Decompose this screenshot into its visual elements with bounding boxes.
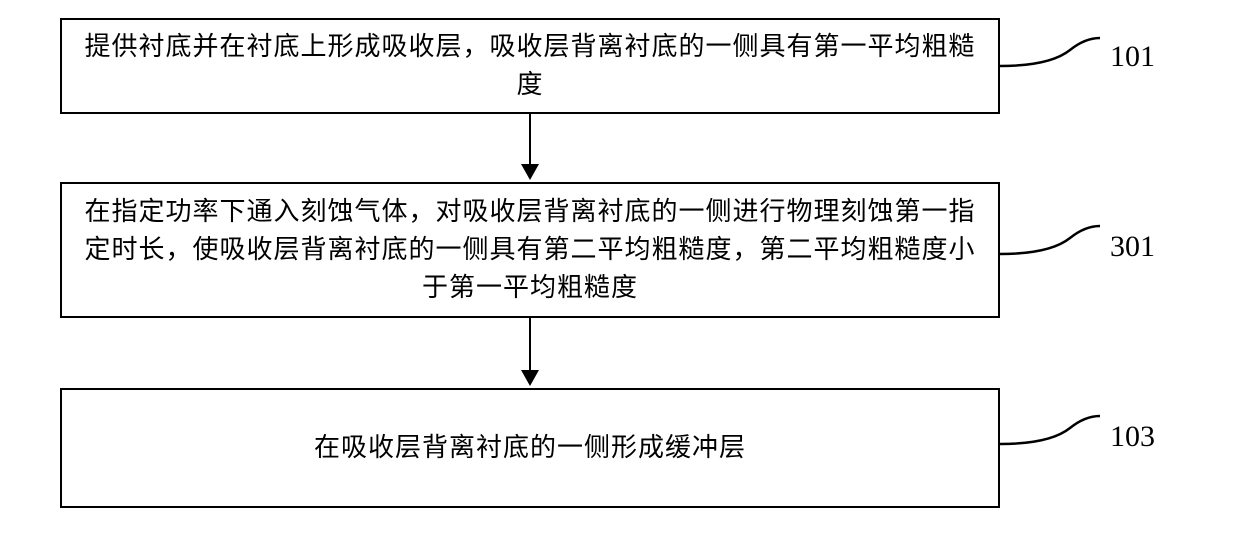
step-box-103: 在吸收层背离衬底的一侧形成缓冲层	[60, 388, 1000, 508]
connector-103	[1000, 410, 1100, 450]
step-box-101: 提供衬底并在衬底上形成吸收层，吸收层背离衬底的一侧具有第一平均粗糙度	[60, 18, 1000, 114]
step-text-103: 在吸收层背离衬底的一侧形成缓冲层	[314, 429, 746, 467]
connector-301	[1000, 220, 1100, 260]
step-label-101: 101	[1110, 40, 1155, 74]
step-text-301: 在指定功率下通入刻蚀气体，对吸收层背离衬底的一侧进行物理刻蚀第一指定时长，使吸收…	[82, 193, 978, 306]
connector-101	[1000, 32, 1100, 72]
arrow-line-2	[529, 318, 531, 370]
arrow-line-1	[529, 114, 531, 164]
arrow-head-2	[521, 370, 539, 386]
step-label-103: 103	[1110, 420, 1155, 454]
step-box-301: 在指定功率下通入刻蚀气体，对吸收层背离衬底的一侧进行物理刻蚀第一指定时长，使吸收…	[60, 182, 1000, 318]
step-label-301: 301	[1110, 230, 1155, 264]
arrow-head-1	[521, 164, 539, 180]
step-text-101: 提供衬底并在衬底上形成吸收层，吸收层背离衬底的一侧具有第一平均粗糙度	[82, 28, 978, 103]
